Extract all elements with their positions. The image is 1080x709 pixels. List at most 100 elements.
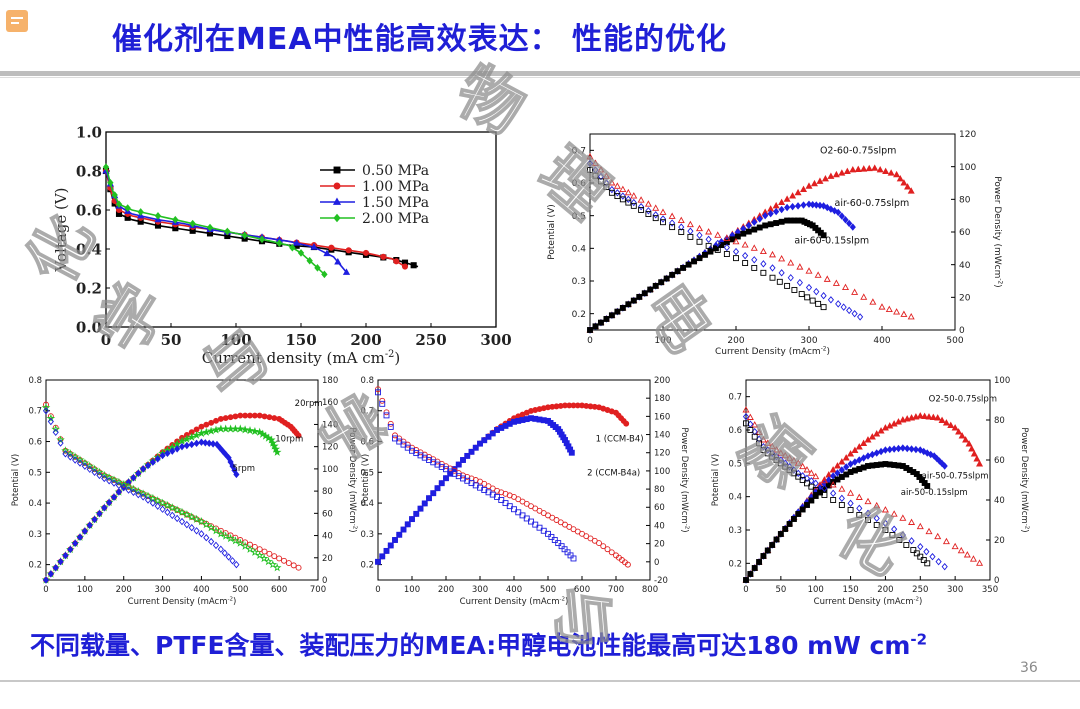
data-point [198,530,205,538]
y2-tick-label: 80 [322,487,333,497]
data-point [658,279,665,286]
data-point [198,438,205,446]
data-point [404,444,411,451]
data-point [751,264,758,271]
data-point [271,444,281,453]
data-point [110,493,118,501]
annotation: O2-50-0.75slpm [929,395,997,405]
data-point [602,172,610,179]
data-point [674,268,681,275]
annotation: air-50-0.15slpm [901,488,968,498]
data-point [86,521,93,529]
data-point [276,555,283,562]
y-tick-label: 0.4 [76,240,102,258]
y-tick-label: 0.5 [360,468,374,478]
data-point [794,202,802,210]
data-point [686,220,694,228]
data-point [125,486,132,494]
legend-label: 2.00 MPa [362,211,429,227]
data-point [193,527,200,535]
data-point [778,198,786,206]
data-point [362,249,370,256]
data-point [795,473,802,480]
data-point [46,413,56,423]
data-point [608,185,615,194]
data-point [211,425,221,434]
data-point [781,451,789,459]
data-point [189,219,196,228]
data-point [900,179,908,186]
data-point [295,564,302,571]
data-point [805,200,813,208]
data-point [745,221,752,230]
y-tick-label: 0.5 [28,468,42,478]
data-point [225,553,232,561]
data-point [904,183,912,190]
data-point [878,303,886,310]
legend-marker [333,182,341,190]
data-point [404,441,411,448]
data-point [696,231,703,239]
data-point [772,446,781,453]
data-point [498,497,505,503]
data-point [101,474,108,483]
data-point [842,216,849,224]
data-point [187,432,197,441]
data-point [821,484,828,493]
data-point [786,454,794,461]
data-point [41,403,51,412]
data-point [912,445,920,454]
data-point [815,300,822,307]
chart-voltage-vs-current: 0 50 100 150 200 250 300 0.0 0.2 0.4 0.6 0.8 1.0 Curr… [52,123,512,367]
data-point [742,260,749,266]
y2-tick-label: 100 [959,163,976,173]
data-point [67,545,74,554]
data-point [434,485,441,492]
data-point [856,504,863,513]
data-point [669,271,676,278]
data-point [630,202,637,209]
data-point [955,428,963,435]
y-tick-label: 0.2 [728,559,742,569]
conclusion-sup: -2 [910,630,928,649]
data-point [778,218,785,225]
x-tick-label: 500 [540,585,556,595]
data-point [747,427,754,433]
y-tick-label: 0.3 [360,530,374,540]
data-point [796,278,803,287]
y-tick-label: 0.6 [76,201,102,219]
data-point [813,287,820,296]
data-point [783,195,791,202]
y2-tick-label: 40 [994,496,1005,506]
data-point [592,166,599,174]
data-point [751,226,758,233]
data-point [624,561,631,568]
data-point [502,500,509,507]
y-tick-label: 0.7 [728,393,742,403]
data-point [820,232,827,239]
data-point [841,283,850,290]
y2-tick-label: 140 [654,431,670,441]
data-point [523,515,530,522]
y-tick-label: 0.2 [360,561,374,571]
data-point [951,424,959,431]
data-point [917,553,924,560]
data-point [908,537,915,545]
y2-tick-label: 0 [994,576,999,586]
data-point [164,449,171,458]
y-tick-label: 0.3 [572,277,586,287]
data-point [604,546,611,553]
legend-label: 1.50 MPa [362,195,429,211]
series-potential-1-CCM-B4- [375,386,631,568]
plot-frame [745,379,991,581]
data-point [847,450,855,457]
x-tick-label: 200 [877,585,893,595]
y2-tick-label: 40 [654,521,665,531]
data-point [115,200,123,208]
data-point [873,449,880,457]
data-point [733,255,739,262]
data-point [942,537,950,545]
data-point [528,518,534,525]
data-point [120,483,127,492]
data-point [197,428,206,438]
